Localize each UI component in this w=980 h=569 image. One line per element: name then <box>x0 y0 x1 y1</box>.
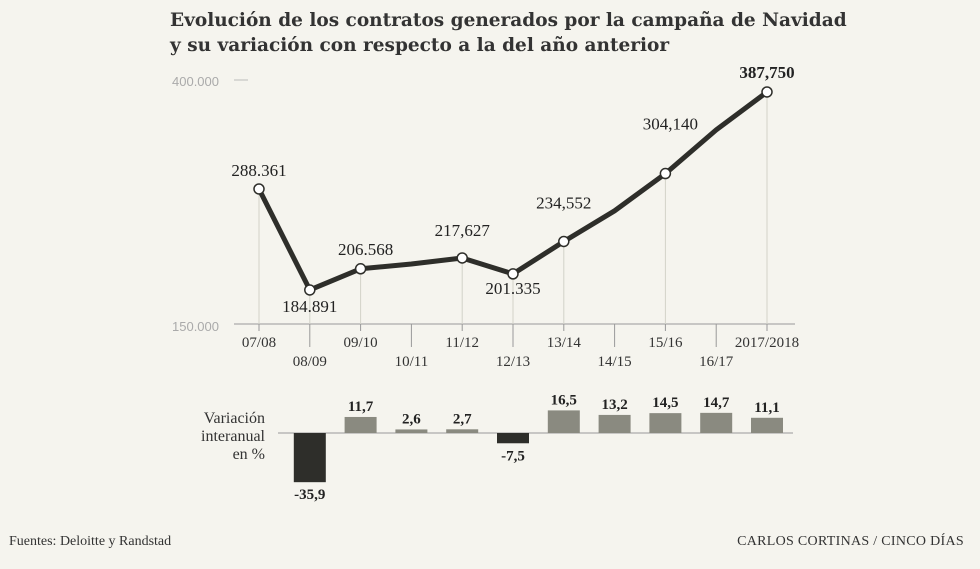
x-label-2017-2018: 2017/2018 <box>735 335 799 351</box>
x-label-09-10: 09/10 <box>344 335 378 351</box>
bar-16-17 <box>700 412 733 433</box>
bar-08-09 <box>293 433 326 483</box>
line-chart: 400.000 150.000 288.361 184.891 206.568 217… <box>172 63 799 370</box>
bar-label-line-3: en % <box>233 446 265 463</box>
bar-12-13 <box>497 433 529 444</box>
y-tick-top: 400.000 <box>172 74 219 89</box>
point-label-11-12: 217,627 <box>435 221 491 240</box>
marker-09-10 <box>354 263 367 275</box>
bar-14-15 <box>598 414 631 433</box>
marker-15-16 <box>659 167 672 180</box>
title-line-2: y su variación con respecto a la del año… <box>170 35 670 56</box>
bar-11-12 <box>446 429 479 433</box>
bar-chart: Variación interanual en % -35,9 11,7 2,6 2,… <box>201 392 793 503</box>
bar-label-line-1: Variación <box>204 410 265 427</box>
point-label-13-14: 234,552 <box>536 193 591 212</box>
point-label-09-10: 206.568 <box>338 240 393 259</box>
marker-2017-2018 <box>761 86 773 98</box>
title-line-1: Evolución de los contratos generados por… <box>170 10 847 31</box>
marker-13-14 <box>558 235 570 248</box>
point-label-12-13: 201.335 <box>485 279 540 298</box>
y-tick-bottom: 150.000 <box>172 319 219 334</box>
bar-13-14 <box>547 410 580 433</box>
x-label-15-16: 15/16 <box>648 335 683 351</box>
bar-2017-2018 <box>751 417 783 433</box>
x-label-16-17: 16/17 <box>699 354 734 370</box>
bar-value-09-10: 11,7 <box>348 399 374 415</box>
credit-note: CARLOS CORTINAS / CINCO DÍAS <box>737 534 964 549</box>
x-label-11-12: 11/12 <box>445 335 479 351</box>
point-label-2017-2018: 387,750 <box>739 63 794 82</box>
source-note: Fuentes: Deloitte y Randstad <box>9 534 172 549</box>
chart-title: Evolución de los contratos generados por… <box>170 8 930 58</box>
bar-value-2017-2018: 11,1 <box>754 400 779 416</box>
bar-value-15-16: 14,5 <box>652 395 678 411</box>
marker-08-09 <box>304 284 316 296</box>
point-label-15-16: 304,140 <box>643 115 698 134</box>
x-label-08-09: 08/09 <box>293 354 327 370</box>
x-label-13-14: 13/14 <box>547 335 582 351</box>
bar-label-line-2: interanual <box>201 428 266 445</box>
x-label-10-11: 10/11 <box>395 354 429 370</box>
bar-value-16-17: 14,7 <box>703 395 730 411</box>
x-label-14-15: 14/15 <box>598 354 632 370</box>
bar-value-12-13: -7,5 <box>501 448 525 464</box>
marker-12-13 <box>507 268 519 280</box>
bar-10-11 <box>395 429 428 433</box>
x-label-07-08: 07/08 <box>242 335 276 351</box>
marker-07-08 <box>253 183 265 195</box>
bar-value-10-11: 2,6 <box>402 411 421 427</box>
bar-value-08-09: -35,9 <box>294 487 325 503</box>
point-label-08-09: 184.891 <box>282 297 337 316</box>
point-label-07-08: 288.361 <box>231 161 286 180</box>
bar-value-11-12: 2,7 <box>453 411 472 427</box>
bar-15-16 <box>649 413 682 433</box>
bar-09-10 <box>344 416 377 433</box>
bar-value-14-15: 13,2 <box>601 397 627 413</box>
marker-11-12 <box>456 252 468 264</box>
x-label-12-13: 12/13 <box>496 354 530 370</box>
bar-value-13-14: 16,5 <box>551 392 577 408</box>
